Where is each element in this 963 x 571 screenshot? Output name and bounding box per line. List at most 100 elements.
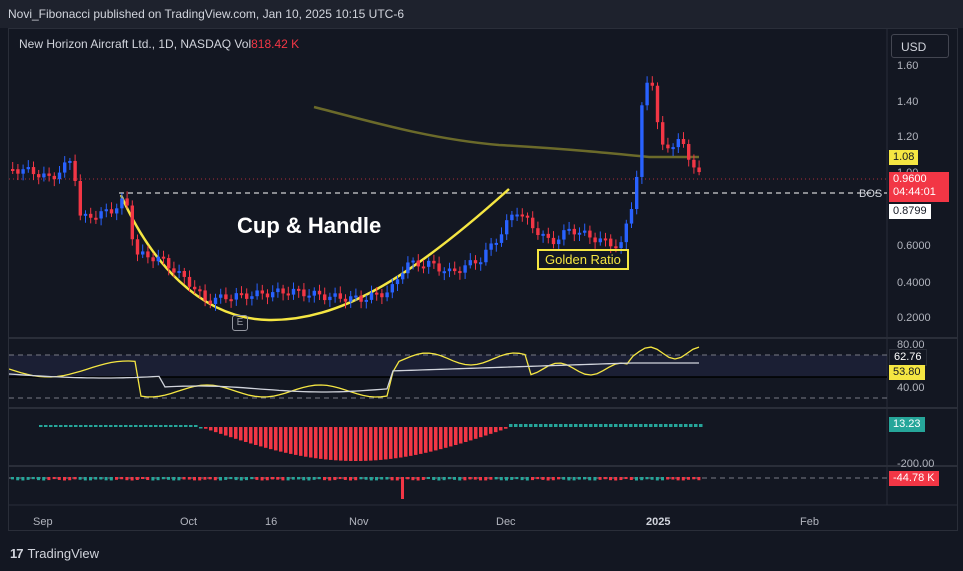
macd-bar xyxy=(264,427,268,448)
volosc-bar xyxy=(536,477,540,480)
rsi-line xyxy=(9,346,700,398)
volosc-bar xyxy=(151,477,155,481)
candle-body xyxy=(291,288,296,295)
volosc-bar xyxy=(333,477,337,481)
macd-bar xyxy=(519,424,523,427)
macd-bar xyxy=(489,427,493,434)
candle-body xyxy=(156,256,160,262)
volosc-value-tag: -44.78 K xyxy=(889,471,939,486)
candle-body xyxy=(447,268,452,272)
macd-bar xyxy=(454,427,458,445)
macd-bar xyxy=(684,424,688,427)
candle-body xyxy=(510,214,514,221)
candle-body xyxy=(697,167,701,173)
earnings-badge[interactable]: E xyxy=(232,315,248,331)
candle-body xyxy=(421,266,426,269)
volosc-bar xyxy=(42,477,46,481)
price-tick: 0.4000 xyxy=(897,277,931,289)
volosc-bar xyxy=(94,477,98,480)
macd-bar xyxy=(689,424,693,427)
cup-curve[interactable] xyxy=(119,188,510,322)
macd-bar xyxy=(239,427,243,441)
volosc-bar xyxy=(260,477,264,481)
candle-body xyxy=(317,290,322,295)
candle-body xyxy=(239,293,244,296)
candle-body xyxy=(297,288,301,291)
volosc-bar xyxy=(681,477,685,481)
volosc-bar xyxy=(598,477,602,480)
macd-bar xyxy=(49,425,53,427)
candle-body xyxy=(323,294,327,301)
volosc-bar xyxy=(421,477,425,480)
volosc-bar xyxy=(614,477,618,481)
macd-bar xyxy=(99,425,103,427)
macd-bar xyxy=(539,424,543,427)
price-tick: 1.40 xyxy=(897,96,918,108)
last-price-value: 0.9600 xyxy=(893,173,927,185)
macd-bar xyxy=(559,424,563,427)
macd-bar xyxy=(214,427,218,433)
volosc-bar xyxy=(89,477,92,481)
candle-body xyxy=(177,270,181,273)
volosc-bar xyxy=(572,477,576,481)
macd-bar xyxy=(614,424,618,427)
candle-body xyxy=(265,293,270,298)
candle-body xyxy=(42,173,46,178)
candle-body xyxy=(302,289,306,297)
macd-bar xyxy=(94,425,98,427)
macd-bar xyxy=(129,425,133,427)
volosc-bar xyxy=(375,477,378,481)
candle-body xyxy=(333,293,337,297)
candle-body xyxy=(390,284,394,293)
volosc-bar xyxy=(234,477,238,481)
rsi-tick: 40.00 xyxy=(897,382,925,394)
golden-ratio-label[interactable]: Golden Ratio xyxy=(537,249,629,270)
bos-price-tag: 0.8799 xyxy=(889,204,931,219)
volosc-bar xyxy=(213,477,217,481)
chart-area[interactable]: 1.60 1.40 1.20 1.00 0.6000 0.4000 0.2000… xyxy=(8,28,958,531)
volosc-bar xyxy=(37,477,40,481)
macd-bar xyxy=(294,427,298,455)
macd-bar xyxy=(594,424,598,427)
volosc-bar xyxy=(489,477,493,480)
macd-bar xyxy=(634,424,638,427)
symbol-legend[interactable]: New Horizon Aircraft Ltd., 1D, NASDAQ Vo… xyxy=(19,37,299,51)
macd-bar xyxy=(364,427,368,461)
bar-countdown: 04:44:01 xyxy=(893,186,936,198)
volosc-bar xyxy=(208,477,212,480)
tradingview-logo[interactable]: 17 TradingView xyxy=(10,546,99,561)
volosc-bar xyxy=(697,477,701,481)
macd-bar xyxy=(284,427,288,453)
macd-bar xyxy=(649,424,653,427)
candle-body xyxy=(172,268,176,273)
candle-body xyxy=(31,167,36,175)
volosc-bar xyxy=(265,477,269,481)
candle-body xyxy=(593,237,597,243)
volosc-bar xyxy=(47,477,51,481)
volosc-bar xyxy=(68,477,72,481)
currency-button[interactable]: USD xyxy=(891,34,949,58)
volosc-bar xyxy=(427,477,430,480)
macd-bar xyxy=(64,425,68,427)
candle-body xyxy=(161,256,166,259)
macd-bar xyxy=(89,425,93,427)
volosc-bar xyxy=(31,477,35,480)
volosc-bar xyxy=(11,477,14,480)
macd-bar xyxy=(209,427,213,431)
macd-bar xyxy=(484,427,488,436)
macd-bar xyxy=(529,424,533,427)
macd-bar xyxy=(199,427,203,429)
volosc-bar xyxy=(583,477,586,480)
cup-handle-label[interactable]: Cup & Handle xyxy=(237,213,382,238)
candle-body xyxy=(281,288,285,294)
macd-bar xyxy=(394,427,398,459)
chart-canvas[interactable]: 1.60 1.40 1.20 1.00 0.6000 0.4000 0.2000… xyxy=(9,29,958,531)
volosc-bar xyxy=(687,477,690,480)
candle-body xyxy=(125,198,129,206)
volosc-bar xyxy=(551,477,555,481)
candle-body xyxy=(572,228,576,235)
macd-bar xyxy=(449,427,453,447)
candle-body xyxy=(567,228,571,231)
volosc-bar xyxy=(203,477,207,480)
volosc-bar xyxy=(567,477,571,481)
